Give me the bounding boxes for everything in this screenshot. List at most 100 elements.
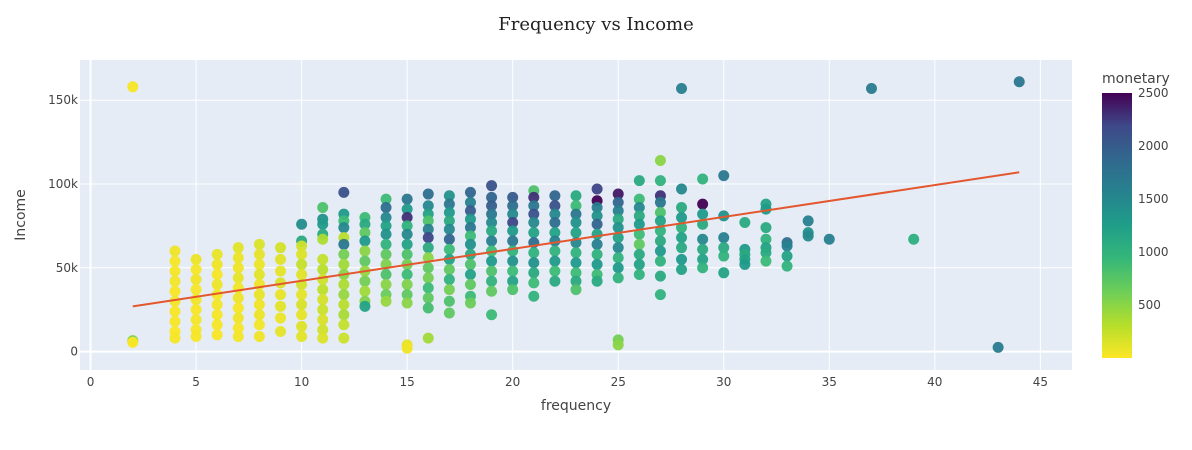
data-point [802,230,814,242]
data-point [528,247,540,259]
data-point [507,200,519,212]
data-point [633,193,645,205]
data-point [401,342,413,354]
data-point [570,217,582,229]
data-point [718,250,730,262]
data-point [570,247,582,259]
data-point [591,201,603,213]
data-point [401,279,413,291]
data-point [317,284,329,296]
data-point [676,242,688,254]
data-point [275,253,287,265]
data-point [380,268,392,280]
data-point [253,258,265,270]
data-point [570,208,582,220]
data-point [654,270,666,282]
data-point [697,243,709,255]
data-point [169,275,181,287]
data-point [253,309,265,321]
data-point [317,274,329,286]
data-point [591,248,603,260]
data-point [633,238,645,250]
data-point [823,233,835,245]
data-point [211,258,223,270]
data-point [338,319,350,331]
data-point [507,217,519,229]
data-point [654,215,666,227]
data-point [676,82,688,94]
data-point [296,330,308,342]
data-point [570,257,582,269]
data-point [528,267,540,279]
data-point [865,82,877,94]
data-point [275,300,287,312]
data-point [486,255,498,267]
data-point [338,258,350,270]
data-point [591,275,603,287]
data-point [380,279,392,291]
data-point [190,253,202,265]
data-point [190,284,202,296]
data-point [401,248,413,260]
data-point [296,309,308,321]
data-point [697,173,709,185]
data-point [676,263,688,275]
data-point [253,289,265,301]
data-point [169,255,181,267]
data-point [338,279,350,291]
data-point [528,208,540,220]
data-point [612,188,624,200]
data-point [232,242,244,254]
data-point [654,245,666,257]
data-point [697,233,709,245]
data-point [317,218,329,230]
data-point [422,302,434,314]
data-point [190,330,202,342]
data-point [422,232,434,244]
colorbar-tick-label: 1500 [1138,192,1169,206]
chart-title: Frequency vs Income [498,14,694,35]
data-point [549,208,561,220]
data-point [464,205,476,217]
colorbar [1102,93,1132,358]
x-tick-label: 5 [192,375,200,389]
data-point [1013,76,1025,88]
data-point [612,262,624,274]
data-point [359,245,371,257]
data-point [464,230,476,242]
gridlines [80,60,1072,370]
y-tick-label: 0 [70,345,78,359]
data-point [211,299,223,311]
data-point [718,210,730,222]
data-point [612,232,624,244]
data-point [296,248,308,260]
data-point [697,198,709,210]
data-point [464,258,476,270]
data-point [253,319,265,331]
data-point [380,238,392,250]
colorbar-tick-label: 1000 [1138,245,1169,259]
data-point [443,274,455,286]
data-point [718,170,730,182]
data-point [275,325,287,337]
data-point [443,243,455,255]
data-point [486,235,498,247]
data-point [380,201,392,213]
data-point [232,312,244,324]
data-point [401,203,413,215]
data-point [190,304,202,316]
data-point [507,235,519,247]
data-point [422,242,434,254]
data-point [443,263,455,275]
data-point [296,268,308,280]
data-point [422,282,434,294]
data-point [359,218,371,230]
data-point [464,238,476,250]
data-point [507,255,519,267]
data-point [422,332,434,344]
y-tick-label: 100k [48,177,78,191]
x-tick-label: 25 [611,375,626,389]
data-point [760,233,772,245]
data-point [718,242,730,254]
data-point [591,210,603,222]
